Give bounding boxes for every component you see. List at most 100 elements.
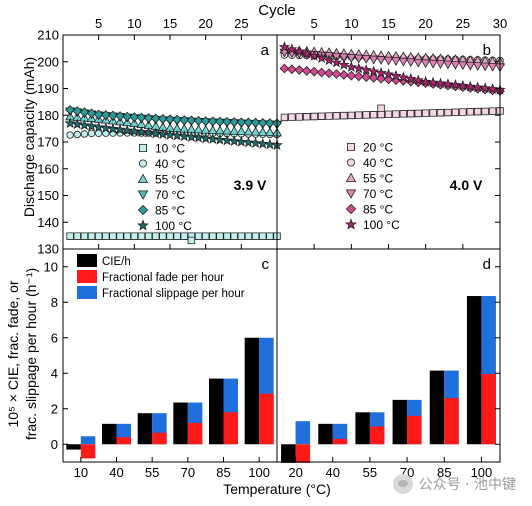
legend-marker: [345, 203, 357, 215]
data-point: [201, 232, 210, 240]
data-point: [457, 61, 468, 71]
data-point: [294, 65, 305, 75]
data-point: [303, 113, 311, 121]
category-tick-label: 85: [216, 465, 230, 480]
bar-fade: [187, 422, 203, 445]
data-point: [64, 117, 76, 129]
data-point: [278, 41, 291, 52]
data-point: [368, 55, 379, 65]
data-point: [257, 137, 269, 149]
data-point: [215, 116, 225, 127]
data-point: [376, 56, 387, 65]
legend-label: 100 °C: [363, 218, 400, 232]
legend-marker: [345, 218, 357, 230]
data-point: [108, 110, 118, 121]
data-point: [309, 66, 320, 77]
bar-legend-label: CIE/h: [102, 256, 131, 268]
data-point: [115, 111, 125, 121]
data-point: [250, 126, 261, 136]
data-point: [361, 72, 372, 83]
category-tick-label: 10: [74, 465, 88, 480]
data-point: [73, 130, 81, 139]
data-point: [331, 69, 342, 79]
data-point: [216, 232, 224, 240]
data-point: [353, 62, 365, 74]
data-point: [135, 126, 148, 137]
legend-label: 55 °C: [363, 172, 393, 186]
category-tick-label: 100: [471, 465, 493, 480]
data-point: [249, 137, 262, 149]
data-point: [86, 108, 97, 119]
data-point: [78, 119, 91, 131]
data-point: [449, 79, 462, 90]
data-point: [180, 232, 188, 240]
bar-y-tick-label: 2: [51, 401, 58, 416]
data-point: [222, 116, 232, 127]
data-point: [243, 126, 254, 136]
data-point: [367, 65, 380, 77]
data-point: [186, 115, 197, 126]
data-point: [353, 54, 364, 64]
legend-label: 70 °C: [155, 188, 185, 202]
data-point-outlier: [187, 236, 196, 245]
legend-label: 70 °C: [363, 187, 393, 201]
data-point: [87, 129, 96, 138]
bar-cie: [137, 413, 153, 445]
data-point: [114, 123, 126, 135]
legend-marker: [345, 189, 357, 199]
data-point: [242, 136, 255, 148]
data-point: [230, 232, 238, 240]
data-point: [266, 232, 274, 240]
data-point: [317, 112, 326, 120]
legend-label: 40 °C: [155, 157, 185, 171]
bar-slippage: [295, 421, 311, 445]
data-point: [143, 113, 154, 123]
data-point: [251, 232, 260, 240]
data-point: [200, 116, 211, 127]
data-point: [150, 127, 162, 139]
data-point: [392, 110, 400, 118]
data-point: [442, 78, 454, 90]
cycle-tick-label: 25: [456, 16, 470, 31]
bar-fade: [369, 426, 385, 445]
data-point: [488, 107, 497, 115]
data-point: [330, 56, 343, 68]
capacity-tick-label: 130: [37, 242, 59, 257]
capacity-tick-label: 140: [37, 215, 59, 230]
panel-letter: b: [483, 42, 491, 59]
data-point: [353, 71, 364, 82]
bar-fade: [332, 438, 348, 445]
data-point: [377, 110, 385, 119]
data-point: [338, 58, 350, 70]
bar-legend-swatch: [77, 286, 97, 299]
data-point: [376, 73, 386, 84]
data-point-outlier: [377, 104, 385, 112]
data-point: [236, 117, 247, 128]
data-point: [405, 58, 416, 68]
data-point: [435, 60, 446, 70]
data-point: [286, 43, 298, 55]
panel-letter: a: [261, 42, 270, 59]
data-point: [442, 60, 453, 70]
data-point: [236, 126, 247, 135]
data-point: [173, 232, 181, 240]
category-tick-label: 20: [288, 465, 302, 480]
bar-fade: [481, 374, 496, 445]
cycle-tick-label: 15: [163, 16, 177, 31]
legend-marker: [347, 143, 355, 151]
data-point: [223, 232, 231, 240]
data-point: [165, 114, 175, 125]
cycle-tick-label: 5: [311, 16, 318, 31]
data-point: [122, 111, 133, 122]
data-point: [486, 83, 499, 94]
bar-cie: [466, 296, 482, 445]
data-point: [166, 232, 174, 240]
x-axis-label-bottom: Temperature (°C): [223, 481, 331, 497]
data-point: [390, 69, 402, 81]
data-point: [65, 105, 75, 115]
data-point: [361, 55, 372, 64]
capacity-tick-label: 210: [37, 28, 59, 43]
data-point: [355, 111, 363, 119]
bar-legend-label: Fractional slippage per hour: [102, 288, 245, 300]
bar-y-tick-label: 10: [44, 259, 58, 274]
